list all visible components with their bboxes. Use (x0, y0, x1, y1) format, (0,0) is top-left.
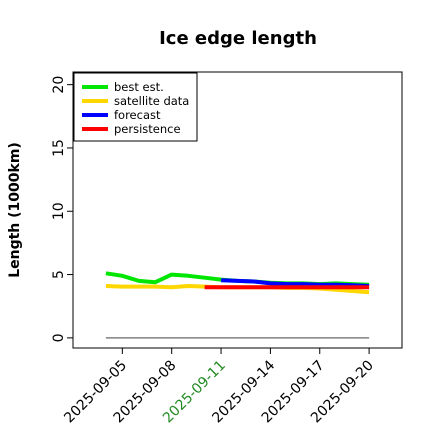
legend-label: satellite data (114, 94, 189, 108)
legend-label: best est. (114, 80, 164, 94)
y-tick-label: 0 (51, 333, 67, 342)
legend: best est.satellite dataforecastpersisten… (73, 72, 198, 142)
plot-frame (72, 71, 403, 349)
legend-label: persistence (114, 122, 181, 136)
legend-label: forecast (114, 108, 161, 122)
y-tick-label: 15 (51, 139, 67, 157)
plot-area (105, 271, 370, 339)
chart-title: Ice edge length (159, 28, 317, 49)
y-tick-label: 10 (51, 202, 67, 220)
y-axis-label: Length (1000km) (7, 142, 23, 278)
y-tick-label: 20 (51, 76, 67, 94)
y-tick-label: 5 (51, 270, 67, 279)
series-line-forecast (221, 278, 370, 288)
